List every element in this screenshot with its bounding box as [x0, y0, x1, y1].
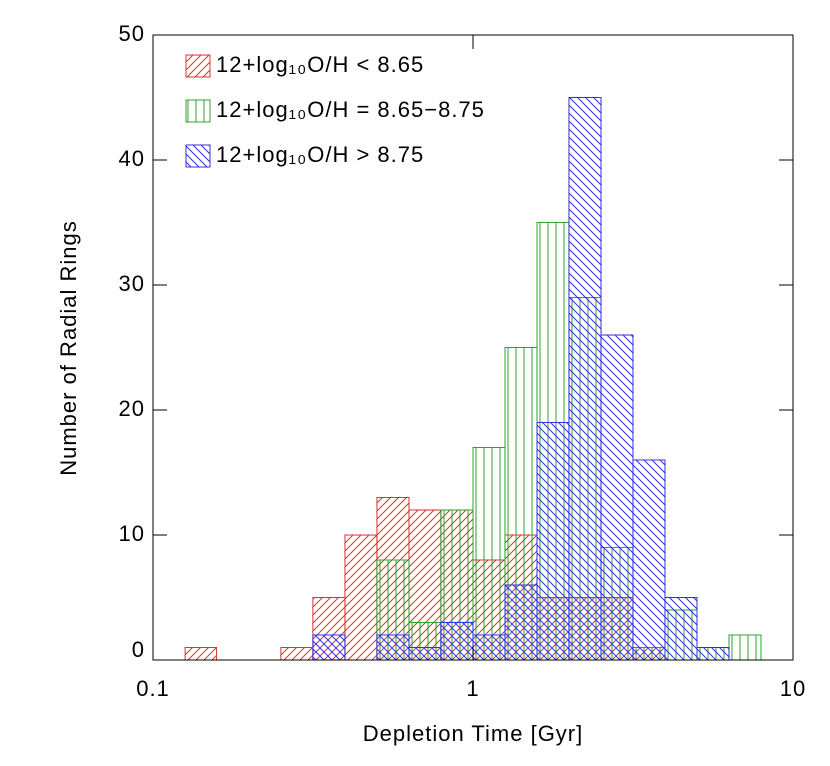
x-axis-label: Depletion Time [Gyr]	[363, 721, 584, 746]
histogram-bar	[728, 634, 762, 661]
legend-label: 12+log₁₀O/H > 8.75	[216, 142, 424, 167]
histogram-bar	[408, 647, 442, 661]
histogram-bar	[504, 584, 538, 661]
x-tick-label: 0.1	[136, 676, 170, 701]
histogram-bar	[376, 634, 410, 661]
y-axis-label: Number of Radial Rings	[56, 220, 81, 476]
histogram-bar	[472, 447, 506, 661]
legend-label: 12+log₁₀O/H = 8.65−8.75	[216, 97, 485, 122]
y-tick-label: 10	[119, 521, 145, 546]
histogram-bar	[632, 459, 666, 661]
legend-swatch	[185, 99, 211, 123]
histogram-bar	[664, 597, 698, 661]
histogram-bar	[568, 97, 602, 661]
histogram-bar	[440, 622, 474, 661]
x-tick-label: 1	[466, 676, 479, 701]
histogram-bar	[280, 647, 314, 661]
histogram-bar	[472, 634, 506, 661]
y-tick-label: 20	[119, 396, 145, 421]
y-tick-label: 40	[119, 146, 145, 171]
y-tick-label: 30	[119, 271, 145, 296]
histogram-bar	[184, 647, 218, 661]
y-tick-label: 0	[132, 637, 145, 662]
histogram-bar	[696, 647, 730, 661]
legend-label: 12+log₁₀O/H < 8.65	[216, 52, 424, 77]
legend-swatch	[185, 144, 211, 168]
x-tick-label: 10	[780, 676, 806, 701]
histogram-bar	[344, 534, 378, 661]
legend-swatch	[185, 54, 211, 78]
histogram-bar	[312, 634, 346, 661]
histogram-bar	[536, 422, 570, 661]
y-tick-label: 50	[119, 21, 145, 46]
histogram-bar	[600, 334, 634, 661]
